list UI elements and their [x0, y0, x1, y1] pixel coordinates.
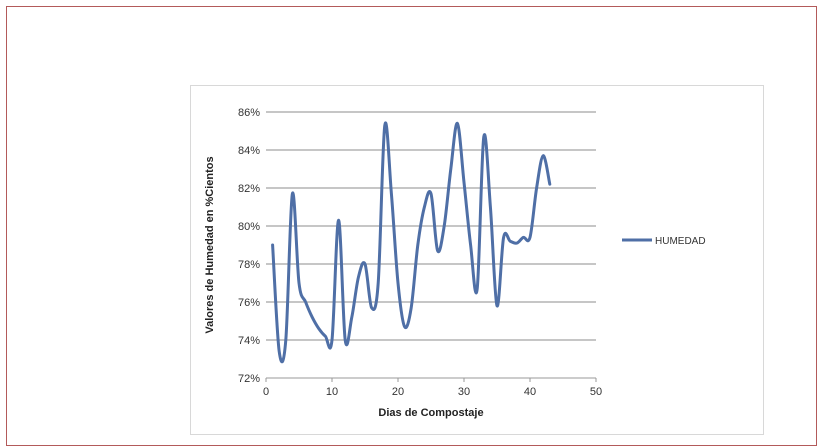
- gridlines: [266, 111, 596, 341]
- y-axis-label: Valores de Humedad en %Cientos: [204, 156, 216, 333]
- legend-label-humedad: HUMEDAD: [655, 236, 706, 247]
- y-tick-label: 78%: [238, 259, 260, 271]
- y-tick-label: 76%: [238, 297, 260, 309]
- image-frame: 72% 74% 76% 78% 80% 82% 84% 86% 0 10 20 30 40 50 Val…: [6, 6, 817, 446]
- x-tick-label: 10: [326, 386, 338, 398]
- y-tick-label: 86%: [238, 107, 260, 119]
- y-tick-label: 82%: [238, 183, 260, 195]
- x-tick-label: 50: [590, 386, 602, 398]
- y-tick-label: 84%: [238, 145, 260, 157]
- series-layer: [271, 121, 552, 364]
- y-tick-label: 72%: [238, 373, 260, 385]
- x-tick-label: 20: [392, 386, 404, 398]
- y-tick-label: 80%: [238, 221, 260, 233]
- x-axis-ticks: 0 10 20 30 40 50: [263, 378, 602, 398]
- x-axis-label: Dias de Compostaje: [378, 407, 483, 419]
- x-tick-label: 30: [458, 386, 470, 398]
- x-tick-label: 40: [524, 386, 536, 398]
- series-line-humedad: [271, 121, 552, 364]
- y-tick-label: 74%: [238, 335, 260, 347]
- chart-area: 72% 74% 76% 78% 80% 82% 84% 86% 0 10 20 30 40 50 Val…: [190, 85, 764, 435]
- y-axis-ticks: 72% 74% 76% 78% 80% 82% 84% 86%: [238, 107, 260, 385]
- legend: HUMEDAD: [622, 236, 706, 247]
- line-chart: 72% 74% 76% 78% 80% 82% 84% 86% 0 10 20 30 40 50 Val…: [204, 107, 706, 419]
- x-tick-label: 0: [263, 386, 269, 398]
